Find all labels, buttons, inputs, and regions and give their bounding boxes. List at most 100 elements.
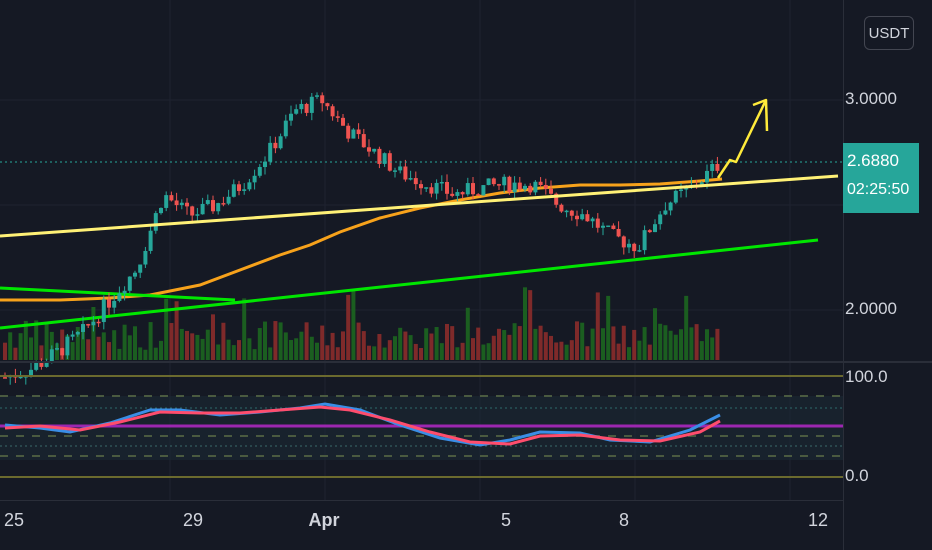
candle [642, 225, 647, 255]
candle [304, 102, 309, 117]
price-axis-label-top: 3.0000 [845, 89, 897, 108]
stochastic-rsi-pane [0, 375, 843, 478]
candle [413, 171, 418, 190]
candle [86, 323, 91, 328]
candlestick-series [3, 92, 720, 385]
candle [263, 156, 267, 175]
candle [49, 345, 54, 364]
volume-bar [382, 347, 387, 360]
candle [673, 189, 678, 205]
candle [44, 358, 49, 368]
candle [60, 347, 65, 359]
volume-bar [86, 339, 91, 360]
candle [445, 174, 449, 200]
volume-bar [694, 324, 699, 360]
price-axis-label-bottom: 2.0000 [845, 299, 897, 318]
candle [372, 148, 377, 154]
volume-bar [231, 345, 236, 360]
candle [242, 183, 247, 195]
volume-bar [549, 335, 553, 360]
candle [122, 286, 127, 301]
volume-bar [460, 342, 465, 360]
volume-bar [351, 289, 356, 360]
volume-bar [60, 329, 65, 360]
volume-bar [684, 295, 689, 360]
candle [679, 183, 683, 198]
candle [523, 183, 527, 193]
volume-bar [658, 323, 663, 360]
volume-bar [195, 334, 200, 360]
candle [211, 195, 215, 214]
volume-bar [699, 341, 704, 360]
date-label-5: 5 [500, 510, 512, 530]
volume-bar [263, 321, 267, 360]
date-label-29: 29 [182, 510, 204, 530]
candle [606, 225, 611, 228]
candle [403, 159, 408, 182]
volume-bar [497, 328, 501, 360]
candle [153, 210, 158, 234]
volume-bar [216, 344, 221, 360]
volume-bar [507, 334, 512, 360]
volume-bar [606, 295, 611, 360]
volume-bar [81, 327, 85, 360]
pane-separator[interactable] [0, 361, 932, 363]
volume-bar [309, 336, 314, 360]
volume-bar [34, 320, 39, 360]
volume-bar [632, 329, 637, 360]
volume-bar [23, 320, 28, 360]
candle [257, 164, 262, 178]
volume-bar [96, 336, 101, 360]
volume-bar [554, 342, 559, 360]
candle [330, 104, 335, 121]
candle [387, 150, 392, 172]
volume-bar [387, 340, 392, 360]
candle [424, 187, 429, 192]
volume-bar [523, 287, 527, 360]
volume-bar [315, 342, 319, 360]
volume-bar [627, 347, 631, 360]
volume-bar [320, 325, 325, 360]
trendline-lower [0, 238, 819, 330]
volume-bar [200, 338, 205, 360]
candle [133, 270, 137, 280]
candle [471, 176, 475, 200]
candle [569, 209, 574, 221]
candle [169, 191, 174, 202]
candle [465, 177, 470, 197]
candle [517, 176, 522, 192]
candle [408, 170, 413, 181]
volume-bar [221, 322, 226, 360]
candle [663, 202, 668, 216]
volume-bar [564, 344, 569, 360]
volume-bar [44, 322, 49, 360]
volume-bar [528, 290, 533, 360]
volume-bar [164, 298, 169, 360]
volume-bar [450, 326, 455, 360]
volume-bar [538, 325, 543, 360]
moving-average-line [0, 177, 723, 302]
volume-bar [637, 340, 642, 360]
volume-bar [486, 343, 491, 360]
volume-bar [611, 326, 616, 360]
candle [377, 146, 382, 169]
candle [476, 193, 481, 196]
candle [216, 202, 221, 215]
volume-bar [429, 333, 434, 360]
volume-bar [377, 334, 382, 360]
candle [486, 178, 491, 186]
volume-bar [471, 338, 475, 360]
candle [273, 136, 278, 154]
currency-button[interactable]: USDT [864, 16, 914, 50]
candle [91, 315, 96, 332]
candle [398, 160, 403, 174]
volume-bar [335, 347, 340, 360]
candle [278, 133, 283, 150]
candle [195, 207, 200, 223]
candle [18, 371, 23, 379]
volume-bar [590, 328, 595, 360]
volume-bar [616, 343, 621, 360]
volume-bar [133, 326, 137, 360]
candle [575, 210, 579, 227]
